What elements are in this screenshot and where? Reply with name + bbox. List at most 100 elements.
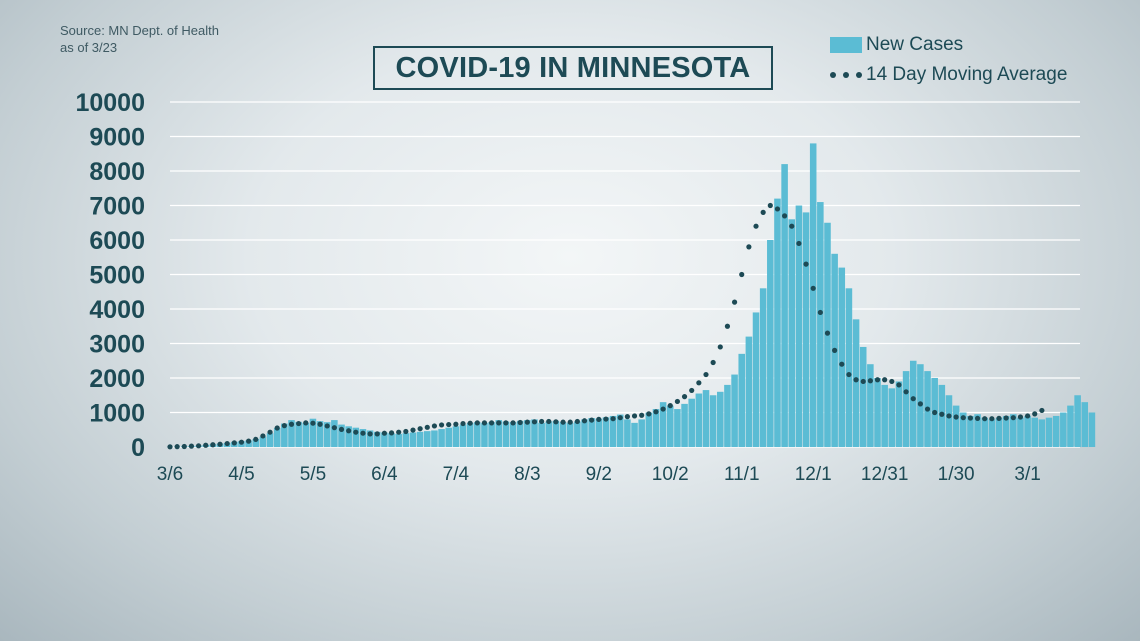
moving-average-point: [760, 209, 766, 215]
y-tick-label: 2000: [89, 365, 145, 393]
moving-average-point: [474, 420, 480, 426]
y-tick-label: 0: [131, 434, 145, 462]
moving-average-point: [603, 416, 609, 422]
bar: [359, 429, 367, 447]
bar: [1010, 414, 1017, 447]
bar: [738, 353, 746, 447]
bar: [945, 395, 953, 447]
moving-average-point: [967, 415, 974, 421]
bar: [288, 420, 295, 447]
moving-average-point: [796, 240, 802, 247]
bar: [266, 433, 274, 447]
moving-average-point: [932, 409, 938, 416]
bar: [509, 422, 517, 447]
moving-average-point: [717, 344, 723, 350]
moving-average-point: [610, 416, 616, 422]
bar: [809, 143, 817, 447]
x-tick-label: 8/3: [514, 464, 540, 485]
bar: [281, 423, 288, 447]
moving-average-point: [331, 425, 337, 431]
x-tick-label: 12/31: [861, 464, 909, 485]
moving-average-point: [417, 426, 423, 432]
x-tick-label: 3/1: [1014, 464, 1040, 485]
bar: [666, 405, 674, 447]
bar: [1017, 417, 1024, 447]
bar: [316, 421, 324, 447]
bar: [774, 198, 781, 447]
moving-average-point: [496, 420, 502, 426]
moving-average-point: [681, 394, 688, 400]
bar: [373, 431, 381, 447]
moving-average-point: [503, 420, 509, 426]
bar: [1038, 419, 1046, 447]
bar: [402, 433, 410, 447]
moving-average-point: [381, 430, 387, 436]
moving-average-point: [517, 419, 523, 426]
bar: [1067, 405, 1074, 447]
moving-average-point: [639, 412, 645, 418]
bar: [616, 414, 624, 447]
moving-average-point: [1010, 415, 1016, 421]
moving-average-point: [703, 371, 709, 378]
bar: [1074, 395, 1081, 447]
moving-average-point: [696, 380, 702, 386]
bar: [531, 419, 538, 447]
y-axis-labels: 0 1000 2000 3000 4000 5000 6000 7000 8000 9000 100…: [75, 89, 145, 462]
bar: [488, 422, 495, 447]
moving-average-point: [238, 439, 245, 445]
moving-average-point: [631, 413, 638, 419]
moving-average-point: [1003, 415, 1009, 421]
bar: [674, 409, 681, 447]
moving-average-point: [346, 428, 352, 434]
moving-average-point: [246, 438, 252, 444]
x-tick-label: 3/6: [157, 464, 183, 485]
moving-average-point: [317, 421, 323, 427]
bar: [566, 422, 574, 447]
bar: [981, 417, 988, 447]
moving-average-point: [581, 418, 588, 424]
bar: [1031, 417, 1039, 447]
y-tick-label: 10000: [75, 89, 145, 117]
chart-title-text: COVID-19 IN MINNESOTA: [395, 51, 751, 84]
moving-average-point: [288, 421, 295, 427]
bar: [659, 402, 667, 447]
moving-average-point: [824, 330, 831, 336]
bar: [895, 381, 903, 447]
moving-average-point: [167, 444, 173, 450]
bar: [995, 417, 1003, 447]
bar: [781, 164, 788, 447]
bar: [1045, 417, 1053, 447]
moving-average-point: [731, 299, 738, 305]
moving-average-point: [874, 377, 881, 383]
moving-average-point: [646, 411, 652, 417]
dot-series-moving-average: [167, 202, 1045, 450]
y-tick-label: 5000: [89, 262, 145, 290]
x-tick-label: 11/1: [724, 464, 760, 485]
moving-average-point: [174, 444, 180, 450]
bar: [1024, 415, 1031, 447]
moving-average-point: [388, 430, 395, 436]
moving-average-point: [953, 414, 959, 420]
x-tick-label: 10/2: [652, 464, 689, 485]
moving-average-point: [303, 420, 309, 426]
y-tick-label: 7000: [89, 193, 145, 221]
moving-average-point: [438, 422, 445, 428]
bar: [524, 420, 531, 447]
bar: [909, 360, 917, 447]
moving-average-point: [710, 359, 716, 366]
x-axis-labels: 3/6 4/5 5/5 6/4 7/4 8/3 9/2 10/2 11/1 12/1 12/31 1/…: [157, 464, 1041, 485]
moving-average-point: [310, 420, 316, 426]
moving-average-point: [917, 401, 923, 407]
moving-average-point: [660, 406, 666, 412]
moving-average-point: [567, 419, 573, 425]
bar: [902, 371, 910, 447]
bar: [516, 420, 524, 447]
bar: [859, 346, 867, 447]
moving-average-point: [203, 442, 209, 448]
bar: [874, 378, 881, 447]
moving-average-point: [889, 378, 895, 385]
moving-average-point: [374, 431, 380, 437]
bar: [795, 205, 803, 447]
moving-average-point: [553, 419, 559, 425]
moving-average-point: [410, 427, 416, 433]
